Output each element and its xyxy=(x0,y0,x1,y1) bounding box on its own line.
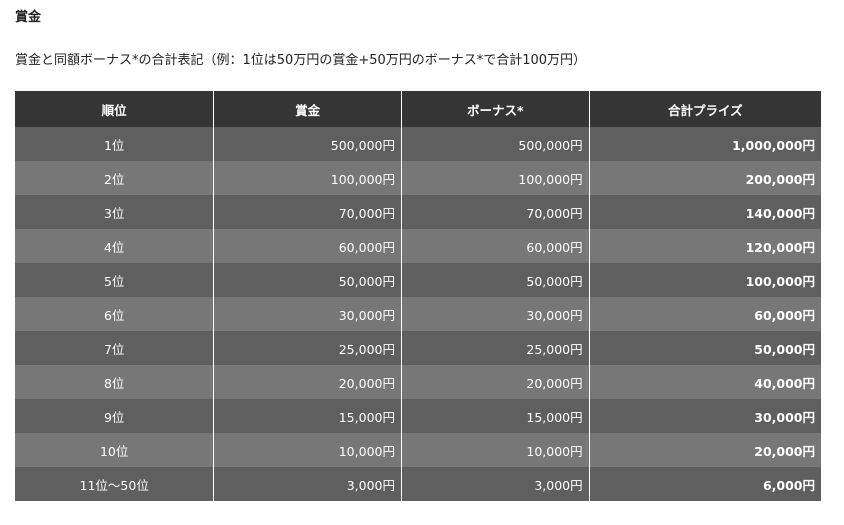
rank-cell: 9位 xyxy=(15,399,214,433)
bonus-cell: 70,000円 xyxy=(400,195,590,229)
rank-cell: 10位 xyxy=(15,433,214,467)
prize-cell: 25,000円 xyxy=(213,331,402,365)
table-row: 10位 10,000円 10,000円 20,000円 xyxy=(15,433,821,467)
prize-table: 順位 賞金 ボーナス* 合計プライズ 1位 500,000円 500,000円 1,000,… xyxy=(15,91,821,501)
rank-cell: 4位 xyxy=(15,229,214,263)
rank-cell: 3位 xyxy=(15,195,214,229)
prize-cell: 30,000円 xyxy=(213,297,402,331)
column-header: 順位 xyxy=(15,91,214,127)
prize-cell: 60,000円 xyxy=(213,229,402,263)
rank-cell: 11位〜50位 xyxy=(15,467,214,501)
table-row: 1位 500,000円 500,000円 1,000,000円 xyxy=(15,127,821,161)
table-row: 6位 30,000円 30,000円 60,000円 xyxy=(15,297,821,331)
table-row: 3位 70,000円 70,000円 140,000円 xyxy=(15,195,821,229)
bonus-cell: 10,000円 xyxy=(400,433,590,467)
table-row: 11位〜50位 3,000円 3,000円 6,000円 xyxy=(15,467,821,501)
prize-cell: 500,000円 xyxy=(213,127,402,161)
table-row: 4位 60,000円 60,000円 120,000円 xyxy=(15,229,821,263)
bonus-cell: 60,000円 xyxy=(400,229,590,263)
bonus-cell: 100,000円 xyxy=(400,161,590,195)
rank-cell: 2位 xyxy=(15,161,214,195)
rank-cell: 1位 xyxy=(15,127,214,161)
table-row: 9位 15,000円 15,000円 30,000円 xyxy=(15,399,821,433)
prize-cell: 3,000円 xyxy=(213,467,402,501)
rank-cell: 5位 xyxy=(15,263,214,297)
section-title: 賞金 xyxy=(15,10,42,25)
total-cell: 40,000円 xyxy=(588,365,821,399)
rank-cell: 7位 xyxy=(15,331,214,365)
prize-cell: 10,000円 xyxy=(213,433,402,467)
prize-cell: 20,000円 xyxy=(213,365,402,399)
prize-cell: 100,000円 xyxy=(213,161,402,195)
table-row: 2位 100,000円 100,000円 200,000円 xyxy=(15,161,821,195)
total-cell: 100,000円 xyxy=(588,263,821,297)
prize-cell: 15,000円 xyxy=(213,399,402,433)
description: 賞金と同額ボーナス*の合計表記（例：1位は50万円の賞金+50万円のボーナス*で… xyxy=(15,53,587,68)
total-cell: 20,000円 xyxy=(588,433,821,467)
table-row: 7位 25,000円 25,000円 50,000円 xyxy=(15,331,821,365)
prize-cell: 50,000円 xyxy=(213,263,402,297)
bonus-cell: 50,000円 xyxy=(400,263,590,297)
total-cell: 200,000円 xyxy=(588,161,821,195)
column-header: ボーナス* xyxy=(400,91,590,127)
bonus-cell: 20,000円 xyxy=(400,365,590,399)
total-cell: 120,000円 xyxy=(588,229,821,263)
rank-cell: 6位 xyxy=(15,297,214,331)
total-cell: 60,000円 xyxy=(588,297,821,331)
total-cell: 140,000円 xyxy=(588,195,821,229)
total-cell: 6,000円 xyxy=(588,467,821,501)
total-cell: 1,000,000円 xyxy=(588,127,821,161)
total-cell: 50,000円 xyxy=(588,331,821,365)
column-header: 合計プライズ xyxy=(588,91,821,127)
bonus-cell: 25,000円 xyxy=(400,331,590,365)
bonus-cell: 3,000円 xyxy=(400,467,590,501)
bonus-cell: 15,000円 xyxy=(400,399,590,433)
bonus-cell: 500,000円 xyxy=(400,127,590,161)
total-cell: 30,000円 xyxy=(588,399,821,433)
rank-cell: 8位 xyxy=(15,365,214,399)
bonus-cell: 30,000円 xyxy=(400,297,590,331)
table-row: 8位 20,000円 20,000円 40,000円 xyxy=(15,365,821,399)
column-header: 賞金 xyxy=(213,91,402,127)
table-row: 5位 50,000円 50,000円 100,000円 xyxy=(15,263,821,297)
prize-cell: 70,000円 xyxy=(213,195,402,229)
